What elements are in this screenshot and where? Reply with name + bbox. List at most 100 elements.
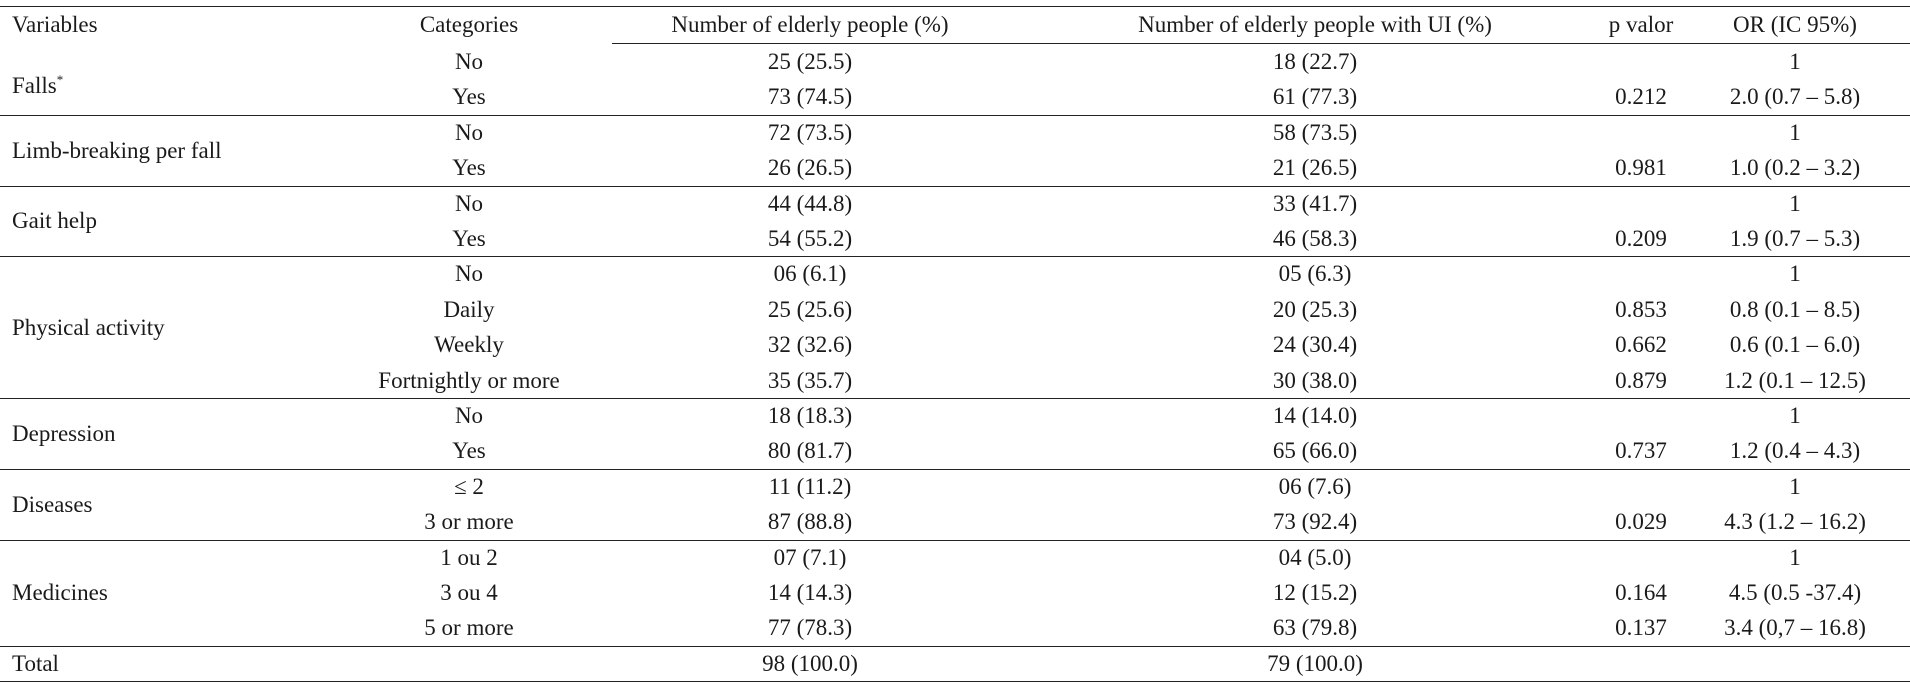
- table-cell: 1.2 (0.1 – 12.5): [1724, 367, 1866, 393]
- table-cell: No: [454, 119, 484, 145]
- table-cell: No: [454, 190, 484, 216]
- table-cell: 06 (7.6): [1278, 473, 1352, 499]
- table-cell: Yes: [452, 438, 486, 464]
- variable-label: Total: [12, 650, 59, 676]
- table-cell: 4.3 (1.2 – 16.2): [1724, 509, 1866, 535]
- column-header: Variables: [12, 12, 98, 37]
- table-cell: Daily: [443, 296, 495, 322]
- table-cell: 87 (88.8): [767, 509, 853, 535]
- header-rule: [612, 43, 1910, 44]
- table-cell: 0.879: [1615, 367, 1667, 393]
- table-cell: 1: [1789, 544, 1801, 570]
- table-cell: 1.0 (0.2 – 3.2): [1729, 155, 1861, 181]
- table-cell: 98 (100.0): [762, 650, 858, 676]
- table-cell: Yes: [452, 84, 486, 110]
- variable-label: Medicines: [12, 580, 108, 605]
- top-rule: [0, 6, 1910, 7]
- table-cell: 21 (26.5): [1272, 155, 1358, 181]
- table-cell: Yes: [452, 155, 486, 181]
- note-mark: *: [56, 71, 64, 87]
- table-cell: 73 (74.5): [767, 84, 853, 110]
- column-header: Number of elderly people with UI (%): [1138, 12, 1492, 37]
- table-cell: 25 (25.6): [767, 296, 853, 322]
- table-cell: 0.662: [1615, 332, 1667, 358]
- group-rule: [0, 468, 1910, 470]
- table-cell: 05 (6.3): [1278, 261, 1352, 287]
- variable-label: Falls*: [12, 71, 64, 98]
- table-cell: 61 (77.3): [1272, 84, 1358, 110]
- table-cell: No: [454, 261, 484, 287]
- group-rule: [0, 256, 1910, 258]
- table-cell: 32 (32.6): [767, 332, 853, 358]
- table-cell: 0.981: [1615, 155, 1667, 181]
- table-cell: 3 or more: [424, 509, 514, 535]
- group-rule: [0, 114, 1910, 116]
- variable-label: Depression: [12, 420, 116, 446]
- table-cell: 79 (100.0): [1267, 650, 1363, 676]
- column-header: OR (IC 95%): [1733, 12, 1857, 37]
- table-cell: 0.164: [1615, 580, 1667, 605]
- table-cell: 0.137: [1615, 615, 1667, 641]
- variable-label: Diseases: [12, 491, 93, 517]
- group-rule: [0, 398, 1910, 399]
- table-cell: 0.853: [1615, 296, 1667, 322]
- table-cell: 25 (25.5): [767, 49, 853, 74]
- table-cell: 07 (7.1): [773, 544, 847, 570]
- table-cell: 0.737: [1615, 438, 1667, 464]
- table-cell: 30 (38.0): [1272, 367, 1358, 393]
- table-cell: 0.029: [1615, 509, 1667, 535]
- table-cell: Yes: [452, 226, 486, 251]
- table-cell: 63 (79.8): [1272, 615, 1358, 641]
- table-cell: 12 (15.2): [1272, 580, 1358, 605]
- table-cell: 24 (30.4): [1272, 332, 1358, 358]
- column-header: Number of elderly people (%): [671, 12, 949, 37]
- table-cell: 77 (78.3): [767, 615, 853, 641]
- table-cell: Fortnightly or more: [378, 367, 560, 393]
- table-cell: 2.0 (0.7 – 5.8): [1729, 84, 1861, 110]
- table-cell: 5 or more: [424, 615, 514, 641]
- table-cell: 1: [1789, 403, 1801, 428]
- table-cell: 44 (44.8): [767, 190, 853, 216]
- table-cell: 1: [1789, 49, 1801, 74]
- table-cell: 0.212: [1615, 84, 1667, 110]
- table-cell: 54 (55.2): [767, 226, 853, 251]
- table-cell: 18 (22.7): [1272, 49, 1358, 74]
- table-cell: 3.4 (0,7 – 16.8): [1724, 615, 1866, 641]
- table-cell: 0.209: [1615, 226, 1667, 251]
- table-cell: 14 (14.0): [1272, 403, 1358, 428]
- table-cell: 06 (6.1): [773, 261, 847, 287]
- table-cell: 0.6 (0.1 – 6.0): [1729, 332, 1861, 358]
- table-cell: 1: [1789, 119, 1801, 145]
- group-rule: [0, 645, 1910, 647]
- table-cell: 04 (5.0): [1278, 544, 1352, 570]
- table-cell: 73 (92.4): [1272, 509, 1358, 535]
- table-cell: 11 (11.2): [768, 473, 852, 499]
- table-cell: Weekly: [434, 332, 504, 358]
- table-cell: ≤ 2: [454, 473, 484, 499]
- table-cell: 14 (14.3): [767, 580, 853, 605]
- table-cell: 1: [1789, 473, 1801, 499]
- group-rule: [0, 539, 1910, 541]
- table-cell: 72 (73.5): [767, 119, 853, 145]
- column-header: Categories: [419, 12, 519, 37]
- table-cell: 1: [1789, 261, 1801, 287]
- table-cell: No: [454, 403, 484, 428]
- table-cell: 1.2 (0.4 – 4.3): [1729, 438, 1861, 464]
- variable-label: Gait help: [12, 208, 97, 234]
- variable-label: Physical activity: [12, 314, 165, 340]
- table-cell: 20 (25.3): [1272, 296, 1358, 322]
- table-cell: No: [454, 49, 484, 74]
- group-rule: [0, 681, 1910, 683]
- table-cell: 18 (18.3): [767, 403, 853, 428]
- column-header: p valor: [1608, 12, 1674, 37]
- table-cell: 58 (73.5): [1272, 119, 1358, 145]
- table-cell: 35 (35.7): [767, 367, 853, 393]
- table-cell: 80 (81.7): [767, 438, 853, 464]
- table-cell: 33 (41.7): [1272, 190, 1358, 216]
- table-cell: 1 ou 2: [440, 544, 498, 570]
- table-cell: 4.5 (0.5 -37.4): [1728, 580, 1862, 605]
- group-rule: [0, 185, 1910, 187]
- variable-label: Limb-breaking per fall: [12, 137, 222, 163]
- table-cell: 3 ou 4: [440, 580, 498, 605]
